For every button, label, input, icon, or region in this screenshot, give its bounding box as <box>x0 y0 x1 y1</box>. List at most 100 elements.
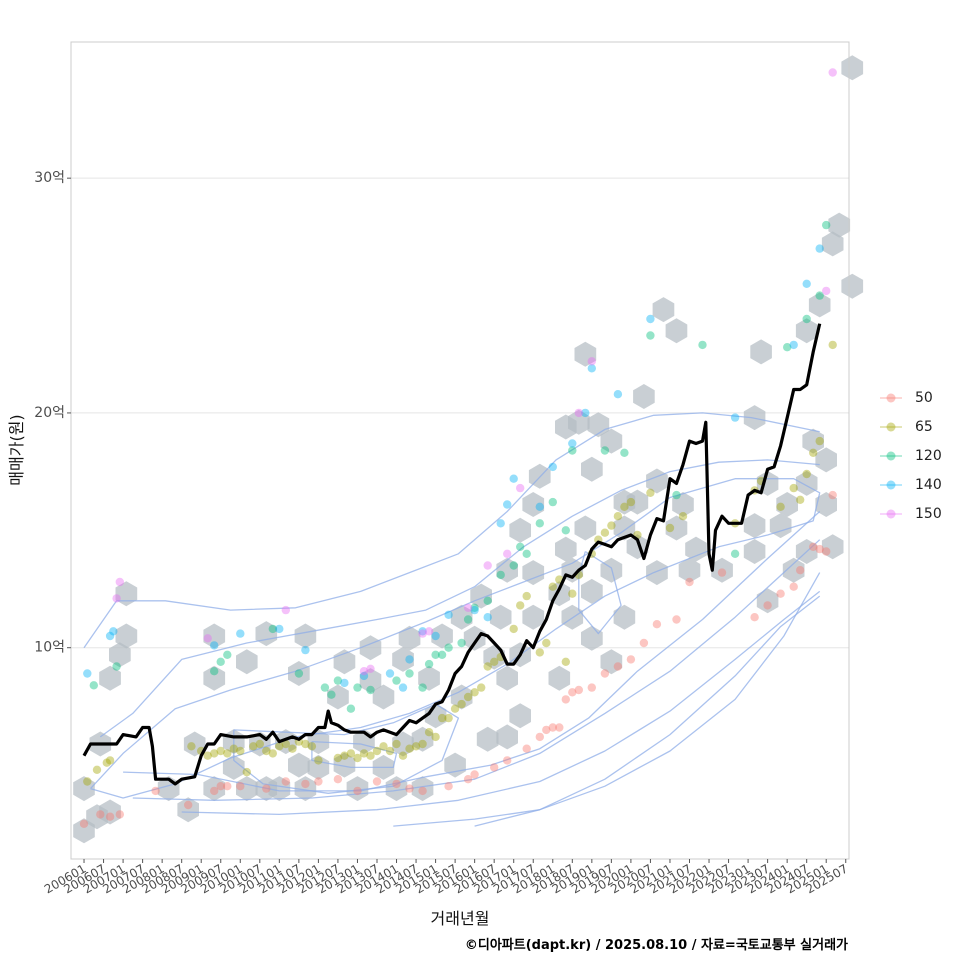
hexbin-cell <box>275 729 297 755</box>
hexbin-cell <box>776 492 798 517</box>
point-120 <box>463 615 473 624</box>
point-65 <box>431 732 440 742</box>
point-120 <box>424 659 434 669</box>
point-50 <box>96 810 105 819</box>
point-65 <box>796 495 805 504</box>
y-tick-label: 20억 <box>34 405 65 421</box>
legend-item-120: 120 <box>880 448 942 464</box>
hexbin-layer <box>73 55 864 844</box>
y-axis: 10억 20억 30억 <box>34 170 71 656</box>
point-120 <box>730 549 740 558</box>
point-120 <box>600 446 610 455</box>
hexbin-cell <box>574 515 597 541</box>
hexbin-cell <box>646 560 668 586</box>
point-65 <box>568 589 577 598</box>
point-50 <box>796 566 805 575</box>
point-65 <box>398 751 408 760</box>
point-50 <box>216 782 225 791</box>
y-axis-title: 매매가(원) <box>7 414 26 485</box>
point-50 <box>548 723 557 732</box>
density-contours <box>83 412 821 827</box>
hexbin-cell <box>115 623 138 649</box>
hexbin-cell <box>685 536 707 562</box>
point-65 <box>678 512 688 521</box>
hexbin-cell <box>203 665 226 691</box>
point-50 <box>750 613 759 622</box>
hexbin-cell <box>652 297 675 323</box>
point-65 <box>333 753 343 763</box>
point-140 <box>581 408 590 418</box>
point-65 <box>187 742 196 751</box>
point-140 <box>509 474 518 483</box>
point-150 <box>574 408 583 418</box>
point-65 <box>477 683 486 692</box>
point-150 <box>366 664 375 673</box>
point-140 <box>802 279 811 288</box>
point-50 <box>600 669 610 678</box>
legend-key-point <box>886 480 896 490</box>
legend-key-point <box>886 509 896 519</box>
hexbin-cell <box>99 665 121 691</box>
hexbin-cell <box>555 536 577 562</box>
point-65 <box>268 749 277 758</box>
hexbin-cell <box>522 492 545 517</box>
point-140 <box>359 671 369 681</box>
point-140 <box>275 624 284 634</box>
point-65 <box>522 591 531 601</box>
point-50 <box>151 786 160 796</box>
point-65 <box>281 739 290 749</box>
legend-label: 65 <box>915 419 933 435</box>
point-65 <box>483 662 492 671</box>
point-120 <box>223 650 232 659</box>
point-50 <box>372 777 382 786</box>
hexbin-cell <box>581 578 603 604</box>
hexbin-cell <box>711 557 733 583</box>
hexbin-cell <box>203 776 226 802</box>
point-65 <box>216 746 225 756</box>
hexbin-cell <box>509 703 531 729</box>
point-50 <box>405 784 414 793</box>
point-50 <box>236 782 245 791</box>
point-65 <box>105 756 115 765</box>
point-140 <box>548 462 557 472</box>
legend: 50 65 120 140 150 <box>880 390 942 522</box>
density-contour <box>474 595 821 827</box>
hexbin-cell <box>294 776 317 802</box>
point-140 <box>444 610 453 619</box>
point-140 <box>730 413 740 422</box>
hexbin-cell <box>750 339 772 365</box>
y-tick-label: 10억 <box>34 640 65 656</box>
legend-label: 120 <box>915 448 942 464</box>
point-140 <box>483 613 492 622</box>
point-50 <box>626 655 636 664</box>
hexbin-cell <box>450 604 473 630</box>
hexbin-cell <box>633 384 655 409</box>
hexbin-cell <box>411 726 434 752</box>
point-50 <box>776 589 785 598</box>
hexbin-cell <box>203 623 226 649</box>
point-120 <box>431 650 440 659</box>
point-50 <box>301 779 310 789</box>
density-contour <box>233 703 460 794</box>
point-50 <box>561 695 570 704</box>
point-65 <box>776 502 785 511</box>
point-120 <box>346 704 356 713</box>
hexbin-cell <box>418 665 440 691</box>
point-65 <box>255 739 264 749</box>
point-120 <box>366 685 375 695</box>
legend-item-65: 65 <box>880 419 933 435</box>
source-caption: ©디아파트(dapt.kr) / 2025.08.10 / 자료=국토교통부 실… <box>464 938 848 953</box>
density-contour <box>90 478 821 799</box>
point-65 <box>646 488 655 497</box>
hexbin-cell <box>398 625 421 651</box>
point-120 <box>535 519 544 528</box>
trend-line-layer <box>82 323 822 786</box>
point-120 <box>561 526 570 535</box>
gridlines <box>71 177 849 649</box>
point-120 <box>392 676 401 685</box>
legend-key-point <box>886 393 896 403</box>
point-65 <box>102 758 112 767</box>
hexbin-cell <box>288 752 310 778</box>
hexbin-cell <box>333 752 356 778</box>
hexbin-cell <box>489 604 512 630</box>
